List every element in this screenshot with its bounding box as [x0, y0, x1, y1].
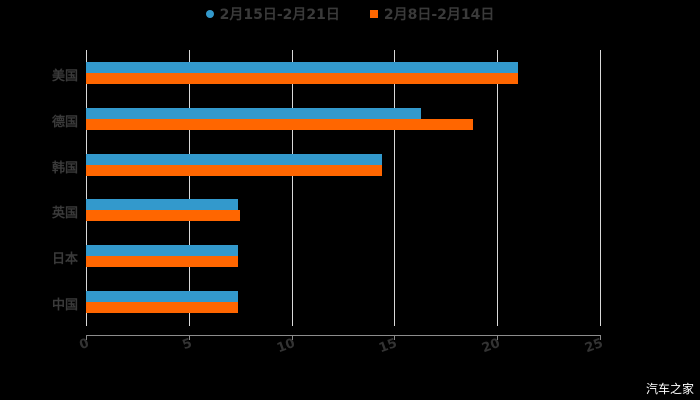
circle-marker-icon — [205, 10, 214, 18]
legend-label: 2月15日-2月21日 — [219, 7, 340, 23]
bar-series2[interactable] — [86, 119, 473, 130]
x-tick — [600, 335, 601, 340]
x-tick — [292, 335, 293, 340]
gridline — [497, 50, 498, 326]
bar-series2[interactable] — [86, 256, 239, 267]
x-tick — [394, 335, 395, 340]
x-tick — [497, 335, 498, 340]
y-category-label: 韩国 — [51, 161, 78, 176]
bar-series1[interactable] — [86, 199, 239, 210]
x-tick — [189, 335, 190, 340]
x-tick — [86, 335, 87, 340]
bar-series2[interactable] — [86, 302, 239, 313]
bar-series1[interactable] — [86, 62, 518, 73]
x-tick-label: 10 — [274, 336, 298, 357]
x-axis-line — [86, 335, 600, 336]
gridline — [86, 50, 87, 326]
bar-series2[interactable] — [86, 165, 383, 176]
plot-area — [86, 50, 601, 326]
legend-item-series2[interactable]: 2月8日-2月14日 — [369, 4, 495, 24]
gridline — [394, 50, 395, 326]
bar-series2[interactable] — [86, 73, 518, 84]
bar-series1[interactable] — [86, 245, 239, 256]
watermark: 汽车之家 — [645, 382, 694, 396]
x-tick-label: 25 — [582, 336, 606, 357]
legend-label: 2月8日-2月14日 — [383, 7, 495, 23]
x-tick-label: 5 — [180, 336, 195, 354]
bar-series1[interactable] — [86, 291, 239, 302]
x-tick-label: 0 — [77, 336, 92, 354]
y-category-label: 美国 — [51, 69, 78, 84]
bar-series1[interactable] — [86, 154, 383, 165]
bar-series2[interactable] — [86, 210, 241, 221]
x-tick-label: 15 — [376, 336, 400, 357]
legend-item-series1[interactable]: 2月15日-2月21日 — [205, 4, 340, 24]
gridline — [292, 50, 293, 326]
gridline — [189, 50, 190, 326]
y-category-label: 英国 — [51, 206, 78, 221]
square-marker-icon — [369, 10, 378, 18]
x-tick-label: 20 — [479, 336, 503, 357]
gridline — [600, 50, 601, 326]
chart-legend: 2月15日-2月21日 2月8日-2月14日 — [0, 4, 700, 24]
y-category-label: 德国 — [51, 115, 78, 130]
y-category-label: 中国 — [51, 298, 78, 313]
bar-series1[interactable] — [86, 108, 422, 119]
y-category-label: 日本 — [51, 252, 78, 267]
